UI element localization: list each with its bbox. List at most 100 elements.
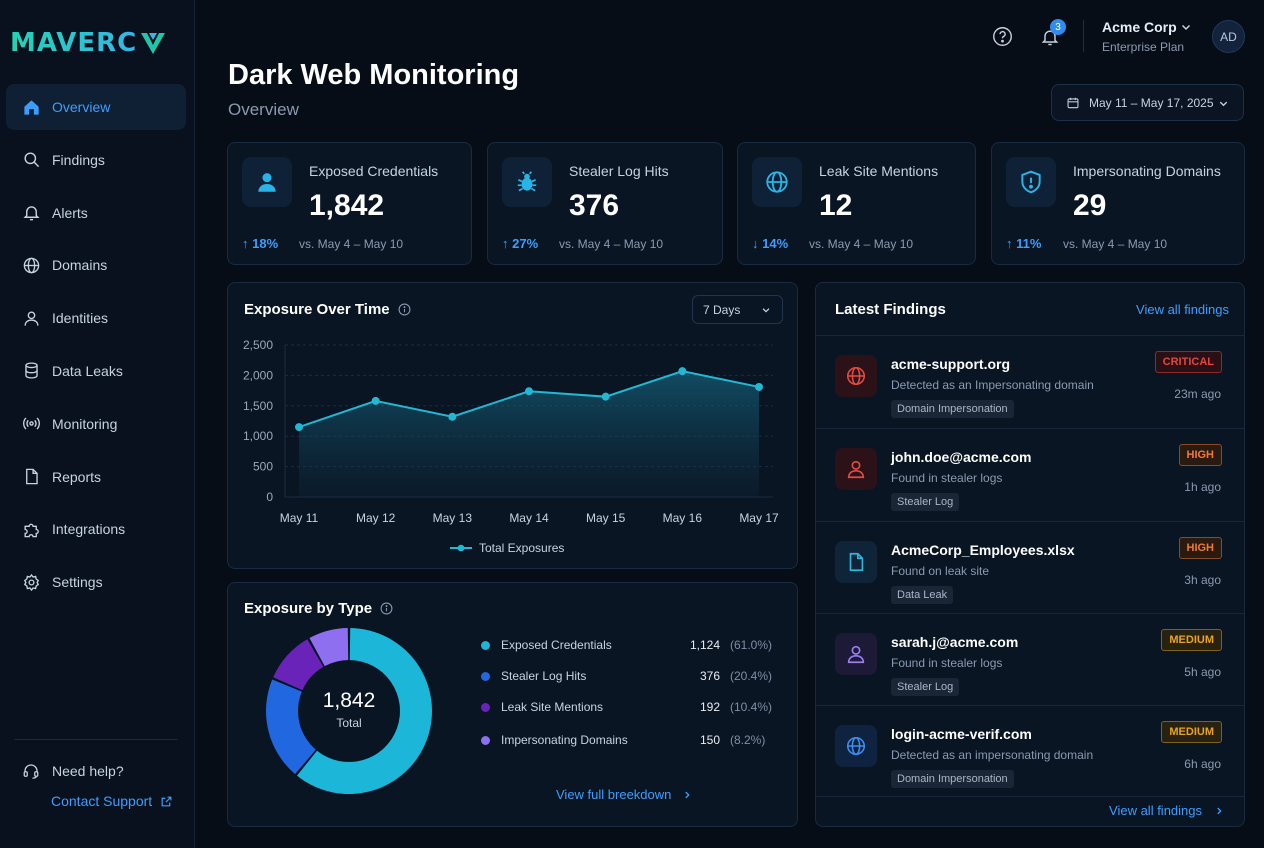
org-switcher[interactable]: Acme Corp	[1102, 19, 1177, 35]
user-icon	[258, 173, 276, 192]
finding-icon-tile	[835, 541, 877, 583]
view-full-breakdown-link[interactable]: View full breekdown	[556, 787, 692, 802]
search-icon	[21, 150, 41, 170]
help-circle-icon[interactable]	[992, 26, 1013, 47]
avatar[interactable]: AD	[1212, 20, 1245, 53]
data-point[interactable]	[601, 392, 610, 401]
donut-slice[interactable]	[266, 679, 316, 775]
data-point[interactable]	[678, 367, 687, 376]
exposure-line-chart: 0 500 1,000 1,500 2,000 2,500 May 11 May 12 May…	[243, 338, 779, 555]
legend-value: 150	[699, 733, 720, 747]
sidebar-item-integrations[interactable]: Integrations	[6, 506, 186, 552]
kpi-card-exposed-credentials[interactable]: Exposed Credentials 1,842 ↑ 18% vs. May …	[227, 142, 472, 265]
sidebar-item-label: Domains	[52, 257, 108, 274]
exposure-by-type-panel: Exposure by Type 1,842 Total Exposed Cre…	[227, 582, 798, 827]
sidebar-item-label: Monitoring	[52, 415, 118, 432]
logo[interactable]: MAVERC	[10, 28, 167, 58]
finding-tag: Data Leak	[891, 586, 954, 604]
x-tick-label: May 17	[739, 511, 779, 525]
topbar-divider	[1083, 20, 1084, 52]
kpi-card-leak-site-mentions[interactable]: Leak Site Mentions 12 ↓ 14% vs. May 4 – …	[737, 142, 976, 265]
data-point[interactable]	[525, 387, 533, 396]
sidebar-item-reports[interactable]: Reports	[6, 454, 186, 500]
y-tick-label: 1,000	[243, 429, 273, 443]
notification-badge: 3	[1050, 19, 1066, 35]
data-point[interactable]	[755, 382, 763, 391]
date-range-picker[interactable]: May 11 – May 17, 2025	[1051, 84, 1244, 121]
legend-dot	[481, 641, 490, 650]
finding-item[interactable]: AcmeCorp_Employees.xlsx Found on leak si…	[816, 521, 1245, 614]
sidebar-item-settings[interactable]: Settings	[6, 559, 186, 605]
legend-percent: (61.0%)	[730, 638, 773, 652]
finding-title: sarah.j@acme.com	[891, 634, 1019, 650]
finding-tag: Stealer Log	[891, 493, 960, 511]
legend-name: Impersonating Domains	[501, 733, 628, 747]
series-area	[299, 371, 759, 497]
user-icon	[847, 645, 865, 664]
finding-description: Found in stealer logs	[891, 656, 1003, 670]
donut-slice[interactable]	[273, 639, 324, 691]
data-point[interactable]	[371, 396, 380, 405]
severity-badge: MEDIUM	[1161, 629, 1222, 651]
donut-slice[interactable]	[309, 628, 349, 667]
info-icon[interactable]	[398, 303, 411, 316]
sidebar-item-label: Settings	[52, 574, 103, 591]
logo-mark-icon	[141, 33, 166, 54]
data-point[interactable]	[448, 412, 457, 421]
finding-time: 1h ago	[1184, 480, 1221, 494]
severity-badge: MEDIUM	[1161, 721, 1222, 743]
donut-total-value: 1,842	[323, 689, 376, 712]
finding-icon-tile	[835, 633, 877, 675]
sidebar-item-label: Overview	[52, 99, 111, 115]
finding-item[interactable]: john.doe@acme.com Found in stealer logs …	[816, 428, 1245, 521]
headset-icon	[23, 764, 39, 779]
view-full-breakdown-label: View full breekdown	[556, 787, 672, 802]
legend-label: Total Exposures	[479, 541, 564, 555]
kpi-card-impersonating-domains[interactable]: Impersonating Domains 29 ↑ 11% vs. May 4…	[991, 142, 1245, 265]
time-range-select[interactable]: 7 Days	[692, 295, 783, 324]
sidebar-item-overview[interactable]: Overview	[6, 84, 186, 130]
x-tick-label: May 16	[663, 511, 703, 525]
finding-title: AcmeCorp_Employees.xlsx	[891, 542, 1075, 558]
globe-icon	[846, 366, 866, 386]
view-all-findings-link[interactable]: View all findings	[1136, 302, 1229, 317]
legend-name: Leak Site Mentions	[501, 700, 604, 714]
legend-dot	[481, 736, 490, 745]
x-tick-label: May 12	[356, 511, 396, 525]
file-icon	[849, 552, 864, 572]
finding-description: Detected as an impersonating domain	[891, 748, 1094, 762]
findings-footer-divider	[816, 796, 1245, 797]
finding-item[interactable]: acme-support.org Detected as an Imperson…	[816, 335, 1245, 428]
legend-name: Stealer Log Hits	[501, 669, 587, 683]
y-tick-label: 2,500	[243, 338, 273, 352]
kpi-compare: vs. May 4 – May 10	[1063, 237, 1168, 251]
kpi-card-stealer-log-hits[interactable]: Stealer Log Hits 376 ↑ 27% vs. May 4 – M…	[487, 142, 723, 265]
finding-tag: Stealer Log	[891, 678, 960, 696]
kpi-label: Impersonating Domains	[1073, 163, 1221, 179]
help-label: Need help?	[52, 763, 124, 779]
finding-title: acme-support.org	[891, 356, 1011, 372]
finding-description: Found in stealer logs	[891, 471, 1003, 485]
finding-icon-tile	[835, 355, 877, 397]
finding-tag: Domain Impersonation	[891, 770, 1014, 788]
globe-icon	[21, 255, 41, 275]
gear-icon	[21, 572, 41, 592]
external-link-icon	[161, 796, 172, 806]
sidebar-item-alerts[interactable]: Alerts	[6, 190, 186, 236]
sidebar-item-monitoring[interactable]: Monitoring	[6, 401, 186, 447]
kpi-value: 12	[819, 189, 853, 222]
sidebar-item-findings[interactable]: Findings	[6, 137, 186, 183]
info-icon[interactable]	[380, 602, 393, 615]
sidebar-item-identities[interactable]: Identities	[6, 295, 186, 341]
sidebar-item-data-leaks[interactable]: Data Leaks	[6, 348, 186, 394]
data-point[interactable]	[295, 423, 303, 432]
kpi-label: Leak Site Mentions	[819, 163, 939, 179]
view-all-findings-footer-link[interactable]: View all findings	[1109, 803, 1224, 818]
contact-support-link[interactable]: Contact Support	[51, 793, 173, 809]
finding-item[interactable]: sarah.j@acme.com Found in stealer logs S…	[816, 613, 1245, 706]
sidebar-item-domains[interactable]: Domains	[6, 242, 186, 288]
finding-item[interactable]: login-acme-verif.com Detected as an impe…	[816, 705, 1245, 798]
donut-slice[interactable]	[296, 628, 432, 794]
view-all-findings-label: View all findings	[1109, 803, 1202, 818]
chevron-down-icon[interactable]	[1180, 21, 1192, 33]
